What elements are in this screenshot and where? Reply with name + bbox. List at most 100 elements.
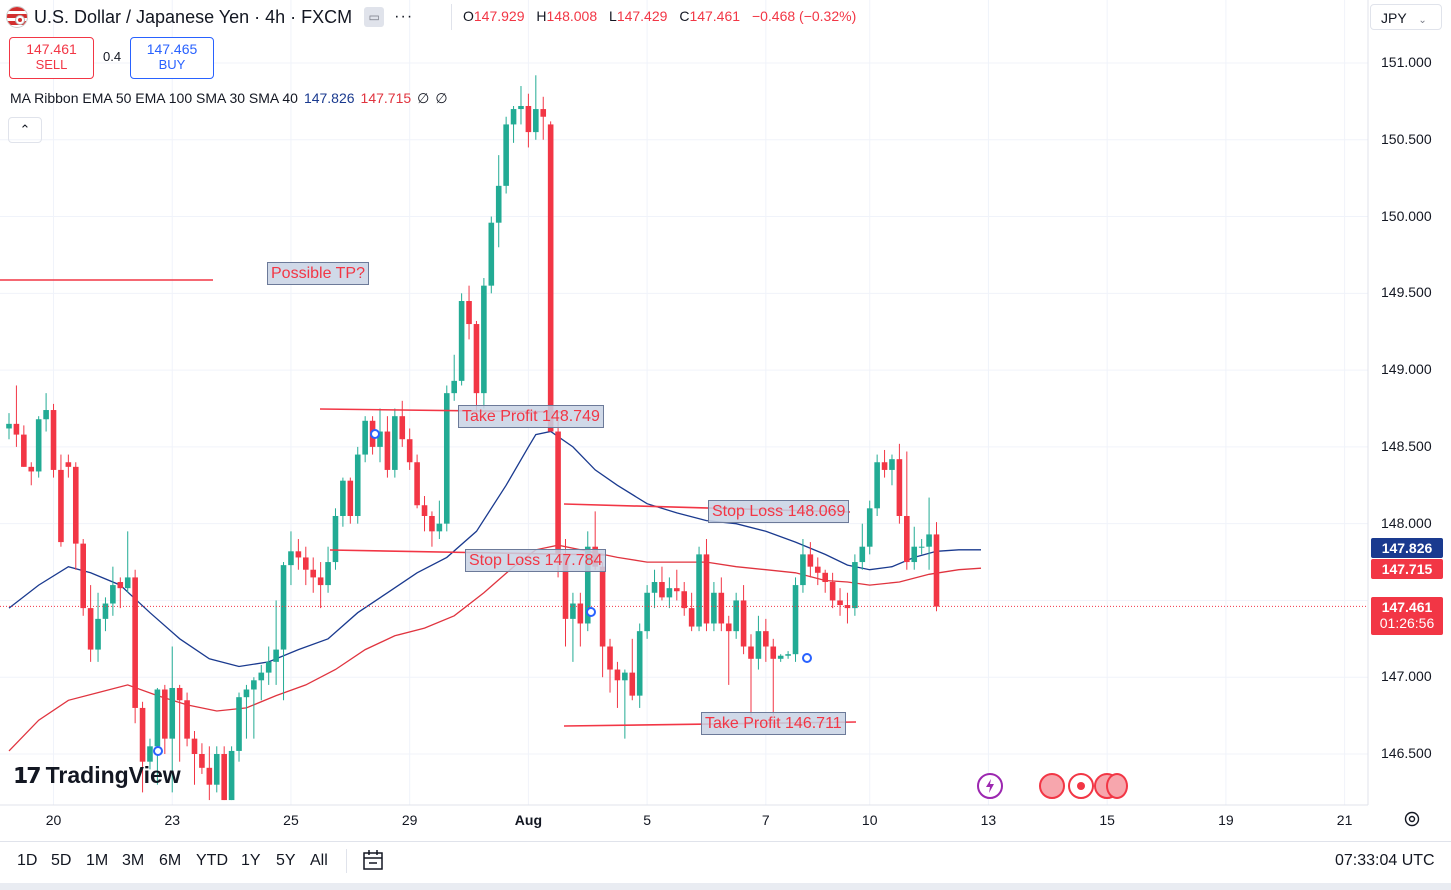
- tradingview-logo[interactable]: 𝟭𝟳 TradingView: [13, 762, 181, 788]
- range-button-all[interactable]: All: [310, 852, 328, 869]
- range-button-5d[interactable]: 5D: [51, 852, 72, 869]
- candle-body: [65, 462, 72, 467]
- candle-body: [733, 600, 739, 632]
- chevron-down-icon: ⌄: [1418, 15, 1427, 26]
- candle-body: [206, 767, 213, 785]
- candle-body: [110, 585, 116, 604]
- candle-body: [785, 654, 791, 656]
- candle-body: [518, 105, 524, 110]
- candle-body: [718, 592, 725, 624]
- time-axis-label: 29: [401, 812, 418, 828]
- collapse-legend-button[interactable]: ⌃: [8, 117, 42, 143]
- bar-countdown: 01:26:56: [1379, 615, 1435, 631]
- settings-icon[interactable]: [1403, 810, 1421, 828]
- time-axis-label: 10: [861, 812, 878, 828]
- header-divider: [451, 4, 452, 30]
- candle-body: [636, 631, 643, 696]
- economic-event-icon-2[interactable]: [1068, 773, 1094, 799]
- sell-button[interactable]: 147.461 SELL: [9, 37, 94, 79]
- candle-body: [443, 393, 450, 524]
- take-profit-label-2[interactable]: Take Profit 146.711: [701, 712, 846, 735]
- candle-body: [43, 410, 49, 420]
- ohlc-values: O147.929 H148.008 L147.429 C147.461 −0.4…: [463, 8, 857, 24]
- candle-body: [933, 534, 940, 607]
- candle-body: [162, 689, 168, 739]
- clock-time[interactable]: 07:33:04 UTC: [1335, 852, 1435, 869]
- candle-body: [584, 546, 591, 624]
- marker-icon: [370, 429, 380, 439]
- symbol-title[interactable]: U.S. Dollar / Japanese Yen · 4h · FXCM: [34, 6, 353, 27]
- time-axis-label: 5: [643, 812, 652, 828]
- candle-body: [666, 588, 673, 598]
- candle-body: [889, 459, 895, 470]
- candle-body: [881, 462, 888, 470]
- candle-body: [866, 508, 873, 547]
- currency-selector[interactable]: JPY ⌄: [1370, 4, 1442, 30]
- candle-body: [228, 750, 235, 801]
- last-price-tag: 147.461 01:26:56: [1371, 597, 1443, 635]
- hide-legend-icon[interactable]: ▭: [364, 7, 385, 27]
- candle-body: [525, 105, 532, 133]
- marker-icon: [153, 746, 163, 756]
- candle-body: [117, 582, 124, 589]
- ema50-price-tag: 147.826: [1371, 538, 1443, 558]
- candle-body: [904, 515, 910, 563]
- candle-body: [659, 582, 665, 598]
- economic-event-icon-4[interactable]: [1106, 773, 1128, 799]
- candle-body: [340, 480, 346, 516]
- range-button-1d[interactable]: 1D: [17, 852, 38, 869]
- calendar-icon[interactable]: [362, 849, 384, 871]
- candle-body: [577, 603, 584, 624]
- candle-body: [265, 661, 272, 673]
- stop-loss-label-1[interactable]: Stop Loss 147.784: [465, 549, 607, 572]
- candle-body: [547, 124, 554, 432]
- candle-body: [859, 546, 866, 563]
- candle-body: [406, 439, 413, 463]
- candle-body: [852, 562, 858, 609]
- ema100-price-tag: 147.715: [1371, 559, 1443, 579]
- candle-body: [414, 462, 420, 506]
- possible-tp-label[interactable]: Possible TP?: [267, 262, 369, 285]
- indicator-legend[interactable]: MA Ribbon EMA 50 EMA 100 SMA 30 SMA 40 14…: [10, 90, 448, 106]
- candle-body: [191, 738, 198, 754]
- take-profit-label-1[interactable]: Take Profit 148.749: [458, 405, 604, 428]
- bottom-strip: [0, 883, 1451, 890]
- time-axis-label: 13: [980, 812, 997, 828]
- buy-button[interactable]: 147.465 BUY: [130, 37, 214, 79]
- candle-body: [154, 689, 161, 747]
- candle-body: [169, 687, 176, 739]
- candle-body: [918, 546, 925, 548]
- range-button-1y[interactable]: 1Y: [241, 852, 261, 869]
- range-button-ytd[interactable]: YTD: [196, 852, 228, 869]
- candle-body: [755, 631, 762, 659]
- range-button-6m[interactable]: 6M: [159, 852, 182, 869]
- candle-body: [562, 554, 569, 619]
- range-button-3m[interactable]: 3M: [122, 852, 145, 869]
- candle-body: [696, 554, 702, 627]
- tradingview-logo-icon: 𝟭𝟳: [13, 762, 42, 788]
- candle-body: [822, 572, 828, 583]
- symbol-header: U.S. Dollar / Japanese Yen · 4h · FXCM ▭…: [6, 4, 413, 30]
- more-icon[interactable]: ···: [394, 8, 414, 25]
- high-value: 148.008: [546, 8, 598, 24]
- candle-body: [926, 534, 932, 547]
- range-button-5y[interactable]: 5Y: [276, 852, 296, 869]
- price-axis-label: 151.000: [1381, 54, 1432, 70]
- economic-event-icon-1[interactable]: [1039, 773, 1065, 799]
- candle-body: [503, 124, 509, 186]
- indicator-label: MA Ribbon EMA 50 EMA 100 SMA 30 SMA 40: [10, 90, 298, 106]
- candle-body: [711, 592, 717, 624]
- stop-loss-label-2[interactable]: Stop Loss 148.069: [708, 500, 850, 523]
- candle-body: [354, 454, 361, 516]
- range-button-1m[interactable]: 1M: [86, 852, 109, 869]
- candle-body: [495, 185, 502, 223]
- candle-body: [533, 109, 539, 133]
- candle-body: [243, 689, 250, 698]
- dividend-event-icon[interactable]: [977, 773, 1003, 799]
- candle-body: [399, 416, 406, 440]
- candle-body: [139, 707, 146, 762]
- candle-body: [674, 588, 680, 592]
- candle-body: [377, 431, 383, 447]
- usdjpy-flag-icon: [6, 6, 28, 28]
